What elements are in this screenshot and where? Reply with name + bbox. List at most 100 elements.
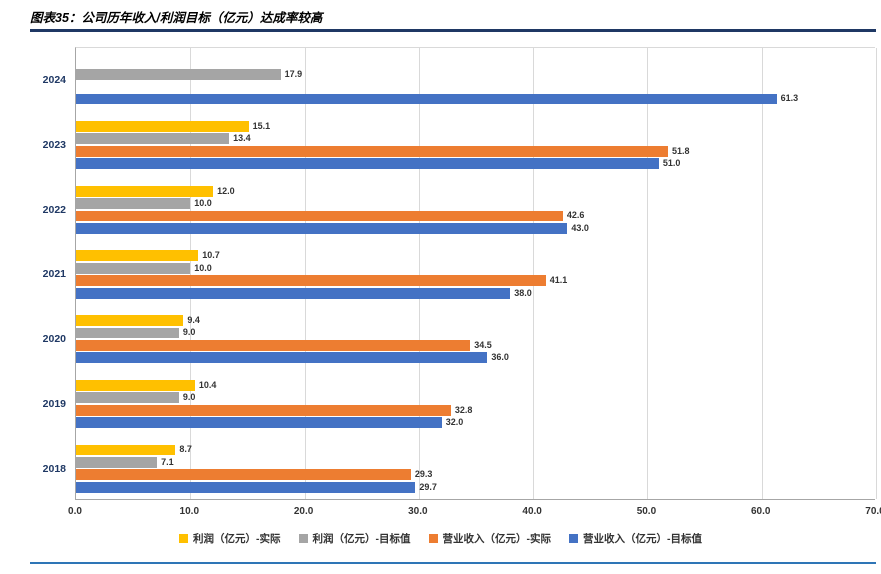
bar xyxy=(76,262,191,274)
gridline xyxy=(761,48,763,499)
bar xyxy=(76,120,249,132)
bar xyxy=(76,68,281,80)
bar-value-label: 17.9 xyxy=(284,68,303,79)
bar-value-label: 12.0 xyxy=(217,185,235,196)
x-axis: 0.0 10.0 20.0 30.0 40.0 50.0 60.0 70.0 xyxy=(68,506,881,520)
chart-legend: 利润（亿元）-实际 利润（亿元）-目标值 营业收入（亿元）-实际 营业收入（亿元）-目… xyxy=(0,531,881,546)
bar-row: 10.7 xyxy=(76,250,220,262)
bar xyxy=(76,145,668,157)
bar-row: 42.6 xyxy=(76,210,585,222)
bar-value-label: 15.1 xyxy=(252,120,271,131)
bar-row: 8.7 xyxy=(76,444,192,456)
gridline xyxy=(533,48,535,499)
bar-value-label: 8.7 xyxy=(179,444,192,455)
bar-value-label: 29.7 xyxy=(419,481,437,492)
footer-rule xyxy=(30,562,876,564)
bar-value-label: 61.3 xyxy=(780,93,799,104)
bar xyxy=(76,185,214,197)
legend-label: 利润（亿元）-实际 xyxy=(193,533,281,545)
bar-value-label: 41.1 xyxy=(549,275,568,286)
legend-swatch-icon xyxy=(569,534,578,543)
bar xyxy=(76,456,158,468)
bar xyxy=(76,198,191,210)
plot-area: 2024 17.9 61.3 2023 15.1 13.4 51.8 51.0 2022 12.0… xyxy=(43,47,877,500)
title-underline xyxy=(30,29,876,32)
legend-label: 营业收入（亿元）-目标值 xyxy=(583,533,702,545)
bar-value-label: 9.0 xyxy=(182,392,196,403)
bar xyxy=(76,352,488,364)
bar-row: 34.5 xyxy=(76,339,492,351)
bar-row: 9.0 xyxy=(76,392,196,404)
bar xyxy=(76,327,179,339)
gridline xyxy=(876,48,877,499)
bar-row: 43.0 xyxy=(76,222,589,234)
x-tick-label: 20.0 xyxy=(293,506,314,517)
bar-value-label: 51.8 xyxy=(672,145,690,156)
category-label: 2023 xyxy=(42,139,66,152)
bar-row: 51.8 xyxy=(76,145,690,157)
bar xyxy=(76,339,471,351)
legend-item: 营业收入（亿元）-实际 xyxy=(428,531,552,546)
bar-row: 10.0 xyxy=(76,262,212,274)
bar-row: 7.1 xyxy=(76,456,174,468)
bar xyxy=(76,93,777,105)
legend-swatch-icon xyxy=(298,534,308,543)
bar-row: 32.8 xyxy=(76,404,473,416)
bar-row: 9.4 xyxy=(76,315,200,327)
bar-value-label: 10.0 xyxy=(194,262,212,273)
bar-row: 17.9 xyxy=(76,68,303,80)
bar-value-label: 29.3 xyxy=(414,469,433,480)
legend-item: 利润（亿元）-目标值 xyxy=(298,531,411,546)
gridline xyxy=(190,48,192,499)
bar-value-label: 38.0 xyxy=(514,287,532,298)
bar xyxy=(76,469,411,481)
bar xyxy=(76,158,659,170)
legend-swatch-icon xyxy=(428,534,438,543)
category-label: 2021 xyxy=(42,268,66,281)
category-label: 2024 xyxy=(42,74,66,87)
bar-row: 13.4 xyxy=(76,133,251,145)
bar-row: 32.0 xyxy=(76,417,464,429)
x-tick-label: 30.0 xyxy=(408,506,428,517)
category-label: 2022 xyxy=(42,203,66,216)
bar-value-label: 42.6 xyxy=(566,210,585,221)
bar xyxy=(76,222,568,234)
legend-label: 营业收入（亿元）-实际 xyxy=(442,533,552,545)
bar-value-label: 10.0 xyxy=(194,198,212,209)
bar xyxy=(76,392,179,404)
bar xyxy=(76,315,184,327)
gridline xyxy=(304,48,306,499)
bar-row: 29.3 xyxy=(76,469,433,481)
x-tick-label: 50.0 xyxy=(636,506,657,517)
bar-row: 51.0 xyxy=(76,158,681,170)
bar xyxy=(76,250,199,262)
bar xyxy=(76,133,230,145)
legend-label: 利润（亿元）-目标值 xyxy=(312,533,411,545)
category-label: 2020 xyxy=(42,333,66,346)
bar-value-label: 34.5 xyxy=(474,339,492,350)
bar-value-label: 32.0 xyxy=(445,417,464,428)
bar-row: 10.4 xyxy=(76,379,217,391)
bar-value-label: 10.4 xyxy=(198,379,217,390)
bar-value-label: 32.8 xyxy=(454,404,473,415)
x-tick-label: 40.0 xyxy=(522,506,542,517)
bar xyxy=(76,379,195,391)
category-label: 2018 xyxy=(42,462,66,475)
gridline xyxy=(647,48,649,499)
bar-row: 9.0 xyxy=(76,327,196,339)
legend-item: 利润（亿元）-实际 xyxy=(179,531,281,546)
bar-value-label: 51.0 xyxy=(662,158,681,169)
figure-title: 图表35：公司历年收入/利润目标（亿元）达成率较高 xyxy=(30,11,323,25)
x-tick-label: 10.0 xyxy=(179,506,200,517)
gridline xyxy=(418,48,420,499)
x-tick-label: 0.0 xyxy=(68,506,82,517)
bar-value-label: 43.0 xyxy=(571,222,589,233)
bar-value-label: 36.0 xyxy=(491,352,509,363)
bar-value-label: 13.4 xyxy=(233,133,251,144)
bar xyxy=(76,417,442,429)
bar-value-label: 9.0 xyxy=(182,327,196,338)
legend-swatch-icon xyxy=(179,534,188,543)
bar xyxy=(76,210,563,222)
bar-row: 61.3 xyxy=(76,93,799,105)
bar-value-label: 10.7 xyxy=(202,250,220,261)
